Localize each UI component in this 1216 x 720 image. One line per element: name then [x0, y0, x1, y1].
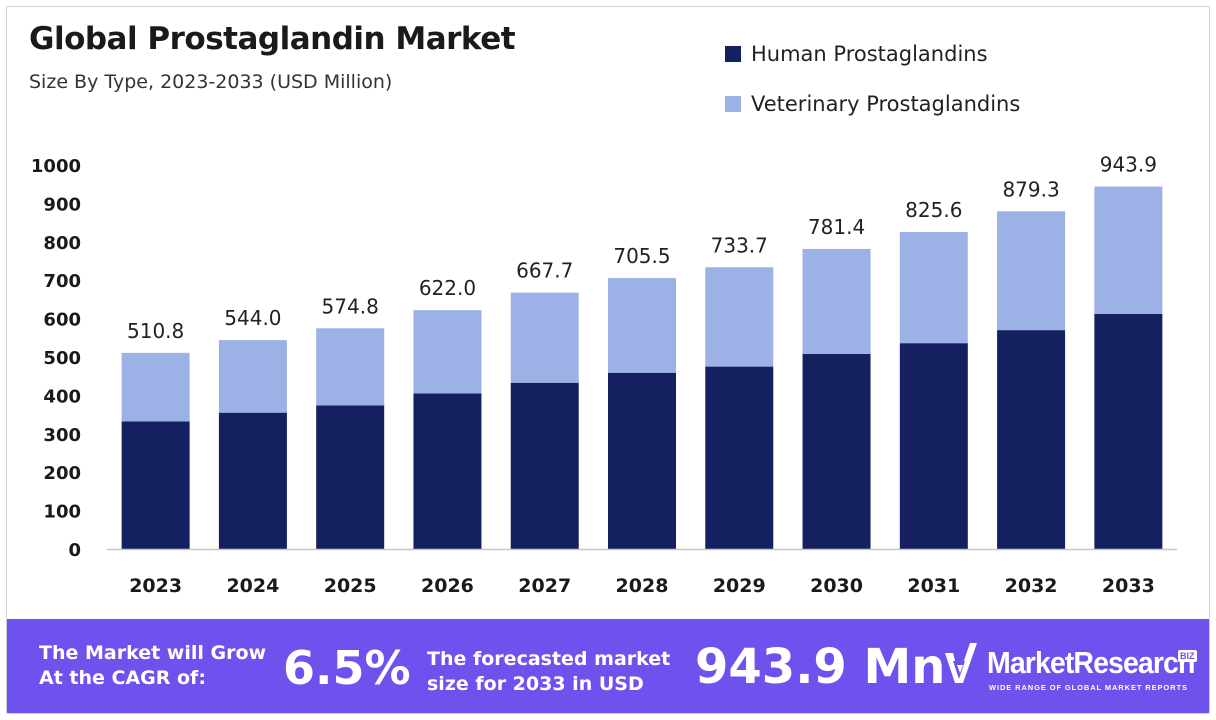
- legend-item-veterinary: Veterinary Prostaglandins: [725, 89, 1020, 119]
- bar-human: [608, 372, 676, 549]
- bar-total-label: 879.3: [1002, 177, 1059, 201]
- chart-frame: Global Prostaglandin Market Size By Type…: [6, 6, 1210, 714]
- bar-veterinary: [510, 292, 579, 383]
- y-tick-label: 1000: [31, 156, 81, 177]
- legend-swatch-human: [725, 46, 741, 62]
- legend-label-human: Human Prostaglandins: [751, 42, 988, 66]
- bar-total-label: 825.6: [905, 198, 962, 222]
- bar-chart: 0 100 200 300 400 500 600 700 800 900 1000 510.8 202…: [31, 153, 1177, 597]
- legend-item-human: Human Prostaglandins: [725, 39, 1020, 69]
- x-tick-label: 2024: [226, 575, 279, 597]
- y-tick-label: 600: [43, 310, 81, 331]
- bar-veterinary: [899, 231, 968, 344]
- bar-human: [1094, 313, 1163, 549]
- x-tick-label: 2033: [1102, 575, 1155, 597]
- x-tick-label: 2029: [713, 575, 766, 597]
- bar-human: [997, 330, 1066, 549]
- bar-human: [802, 353, 871, 549]
- bar-total-label: 705.5: [613, 244, 670, 268]
- bar-total-label: 733.7: [711, 233, 768, 257]
- bar-veterinary: [997, 211, 1066, 331]
- x-tick-label: 2031: [907, 575, 960, 597]
- bar-veterinary: [413, 310, 482, 394]
- legend: Human Prostaglandins Veterinary Prostagl…: [725, 39, 1020, 139]
- bar-veterinary: [802, 248, 871, 354]
- bar-total-label: 622.0: [419, 276, 476, 300]
- x-tick-label: 2030: [810, 575, 863, 597]
- cagr-label: The Market will Grow At the CAGR of:: [39, 642, 267, 689]
- bar-veterinary: [316, 328, 385, 406]
- bar-veterinary: [121, 352, 190, 422]
- y-tick-label: 200: [43, 463, 81, 484]
- x-tick-label: 2025: [324, 575, 377, 597]
- y-tick-label: 700: [43, 271, 81, 292]
- bar-total-label: 574.8: [322, 294, 379, 318]
- x-tick-label: 2027: [518, 575, 571, 597]
- bar-total-label: 667.7: [516, 259, 573, 283]
- bar-human: [899, 343, 968, 549]
- bar-total-label: 781.4: [808, 215, 865, 239]
- bar-human: [510, 382, 579, 549]
- bar-veterinary: [608, 278, 676, 373]
- bar-veterinary: [218, 340, 287, 413]
- legend-label-veterinary: Veterinary Prostaglandins: [751, 92, 1021, 116]
- bar-total-label: 510.8: [127, 319, 184, 343]
- forecast-label: The forecasted market size for 2033 in U…: [427, 648, 671, 695]
- bar-veterinary: [1094, 186, 1163, 314]
- brand-name: MarketResearch: [987, 645, 1195, 680]
- bar-total-label: 544.0: [224, 306, 281, 330]
- bar-veterinary: [705, 267, 774, 367]
- cagr-value: 6.5%: [283, 641, 411, 695]
- legend-swatch-veterinary: [725, 96, 741, 112]
- brand-tagline: WIDE RANGE OF GLOBAL MARKET REPORTS: [989, 683, 1188, 692]
- x-tick-label: 2026: [421, 575, 474, 597]
- y-tick-label: 900: [43, 194, 81, 215]
- y-tick-label: 300: [43, 425, 81, 446]
- brand-logo-icon: [945, 643, 977, 683]
- brand-suffix: BIZ: [1178, 650, 1197, 662]
- bar-human: [316, 405, 385, 549]
- y-tick-label: 800: [43, 233, 81, 254]
- x-tick-label: 2023: [129, 575, 182, 597]
- forecast-value: 943.9 Mn: [695, 639, 946, 695]
- x-tick-label: 2032: [1005, 575, 1058, 597]
- chart-title: Global Prostaglandin Market: [29, 21, 516, 57]
- bar-human: [413, 393, 482, 549]
- x-tick-label: 2028: [616, 575, 669, 597]
- bar-human: [121, 421, 190, 549]
- y-tick-label: 500: [43, 348, 81, 369]
- y-tick-label: 100: [43, 502, 81, 523]
- summary-banner: The Market will Grow At the CAGR of: 6.5…: [7, 619, 1209, 713]
- bar-total-label: 943.9: [1100, 153, 1157, 177]
- bar-human: [218, 412, 287, 549]
- y-tick-label: 0: [68, 540, 81, 561]
- chart-subtitle: Size By Type, 2023-2033 (USD Million): [29, 71, 393, 93]
- bar-human: [705, 366, 774, 549]
- y-tick-label: 400: [43, 386, 81, 407]
